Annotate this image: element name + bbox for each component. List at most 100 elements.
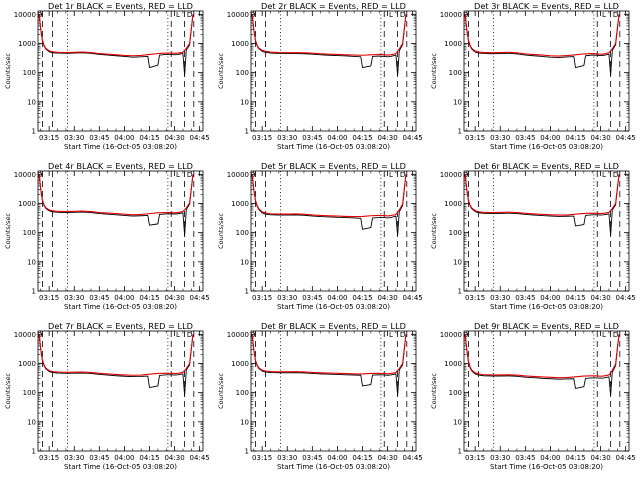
marker-label: L (389, 331, 393, 339)
panel-plot-svg: Det 8r BLACK = Events, RED = LLD 1 10 100 10… (217, 321, 423, 471)
lld-series-line (464, 14, 620, 57)
x-tick-label: 03:15 (252, 294, 272, 302)
lld-series-line (464, 334, 620, 379)
x-axis-label: Start Time (16-Oct-05 03:08:20) (490, 143, 603, 151)
x-axis-label: Start Time (16-Oct-05 03:08:20) (277, 303, 390, 311)
detector-panel: Det 7r BLACK = Events, RED = LLD 1 10 100 10… (0, 320, 213, 480)
panel-plot-svg: Det 4r BLACK = Events, RED = LLD 1 10 100 10… (4, 161, 210, 311)
x-tick-label: 04:30 (590, 294, 610, 302)
x-tick-label: 03:45 (515, 294, 535, 302)
x-tick-label: 04:30 (377, 134, 397, 142)
y-tick-label: 1000 (231, 360, 249, 368)
x-tick-label: 03:15 (252, 454, 272, 462)
panel-title: Det 1r BLACK = Events, RED = LLD (48, 1, 193, 11)
detector-panel: Det 4r BLACK = Events, RED = LLD 1 10 100 10… (0, 160, 213, 320)
y-axis-label: Counts/sec (217, 213, 225, 249)
panel-title: Det 2r BLACK = Events, RED = LLD (261, 1, 406, 11)
x-tick-label: 03:15 (39, 454, 59, 462)
x-tick-label: 04:30 (377, 294, 397, 302)
y-tick-label: 10 (240, 98, 249, 106)
marker-label: D (187, 171, 192, 179)
marker-label: D (613, 331, 618, 339)
events-series-line (38, 14, 194, 76)
plot-frame (463, 10, 630, 132)
x-tick-label: 03:30 (64, 134, 84, 142)
y-tick-label: 10000 (227, 11, 249, 19)
panel-title: Det 6r BLACK = Events, RED = LLD (474, 161, 619, 171)
x-tick-label: 03:15 (252, 134, 272, 142)
marker-label: L (602, 11, 606, 19)
y-tick-label: 10000 (227, 331, 249, 339)
panel-plot-svg: Det 2r BLACK = Events, RED = LLD 1 10 100 10… (217, 1, 423, 151)
y-tick-label: 1 (32, 128, 36, 136)
events-series-line (464, 14, 620, 76)
panel-title: Det 8r BLACK = Events, RED = LLD (261, 321, 406, 331)
y-tick-label: 1 (32, 288, 36, 296)
y-tick-label: 1000 (18, 200, 36, 208)
marker-label: D (400, 11, 405, 19)
x-tick-label: 03:15 (39, 134, 59, 142)
y-tick-label: 100 (449, 389, 462, 397)
x-tick-label: 04:30 (377, 454, 397, 462)
x-axis-label: Start Time (16-Oct-05 03:08:20) (64, 303, 177, 311)
plot-frame (463, 330, 630, 452)
y-tick-label: 1 (245, 128, 249, 136)
x-axis-label: Start Time (16-Oct-05 03:08:20) (490, 463, 603, 471)
x-tick-label: 04:15 (565, 134, 585, 142)
events-series-line (464, 334, 620, 396)
y-tick-label: 10000 (14, 171, 36, 179)
x-tick-label: 03:45 (302, 454, 322, 462)
marker-label: D (400, 171, 405, 179)
x-tick-label: 04:00 (540, 134, 560, 142)
x-tick-label: 03:30 (490, 134, 510, 142)
x-tick-label: 04:15 (139, 134, 159, 142)
x-axis-label: Start Time (16-Oct-05 03:08:20) (490, 303, 603, 311)
marker-label: D (37, 171, 42, 179)
marker-label: D (250, 331, 255, 339)
x-tick-label: 03:30 (277, 134, 297, 142)
x-tick-label: 04:45 (190, 134, 210, 142)
panel-title: Det 9r BLACK = Events, RED = LLD (474, 321, 619, 331)
x-tick-label: 04:30 (590, 134, 610, 142)
y-axis-label: Counts/sec (430, 373, 438, 409)
lld-series-line (38, 14, 194, 57)
x-tick-label: 03:45 (302, 294, 322, 302)
marker-label: D (463, 331, 468, 339)
x-tick-label: 04:45 (190, 454, 210, 462)
marker-label: D (37, 331, 42, 339)
x-tick-label: 03:30 (490, 294, 510, 302)
y-tick-label: 1000 (231, 40, 249, 48)
x-tick-label: 03:15 (465, 134, 485, 142)
y-tick-label: 10000 (440, 171, 462, 179)
detector-panel: Det 9r BLACK = Events, RED = LLD 1 10 100 10… (426, 320, 639, 480)
y-tick-label: 10 (453, 98, 462, 106)
x-tick-label: 04:45 (403, 294, 423, 302)
x-axis-label: Start Time (16-Oct-05 03:08:20) (64, 463, 177, 471)
x-tick-label: 03:45 (89, 294, 109, 302)
x-tick-label: 04:45 (616, 134, 636, 142)
x-tick-label: 03:45 (302, 134, 322, 142)
panel-plot-svg: Det 6r BLACK = Events, RED = LLD 1 10 100 10… (430, 161, 636, 311)
y-tick-label: 100 (236, 389, 249, 397)
panel-title: Det 3r BLACK = Events, RED = LLD (474, 1, 619, 11)
x-tick-label: 04:00 (327, 134, 347, 142)
events-series-line (251, 174, 407, 236)
y-axis-label: Counts/sec (4, 373, 12, 409)
lld-series-line (251, 174, 407, 218)
x-tick-label: 03:45 (515, 134, 535, 142)
events-series-line (38, 334, 194, 396)
plot-frame (250, 10, 417, 132)
y-axis-label: Counts/sec (4, 213, 12, 249)
y-axis-label: Counts/sec (4, 53, 12, 89)
panel-title: Det 7r BLACK = Events, RED = LLD (48, 321, 193, 331)
x-tick-label: 04:30 (164, 294, 184, 302)
plot-frame (37, 170, 204, 292)
marker-label: D (37, 11, 42, 19)
x-tick-label: 04:15 (352, 454, 372, 462)
y-tick-label: 10 (27, 258, 36, 266)
x-tick-label: 04:30 (164, 134, 184, 142)
y-tick-label: 10 (240, 418, 249, 426)
marker-label: D (613, 11, 618, 19)
events-series-line (38, 174, 194, 236)
